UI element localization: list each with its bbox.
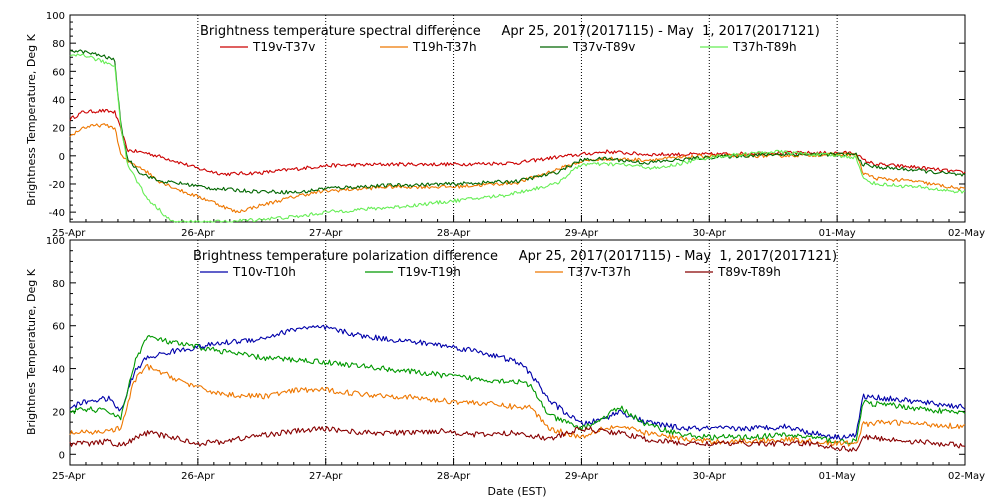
y-tick-label: 100 [46, 11, 65, 22]
legend-label: T37v-T37h [567, 265, 631, 279]
x-tick-label: 02-May [948, 228, 985, 239]
legend: T19v-T37v T19h-T37h T37v-T89v T37h-T89h [220, 40, 797, 54]
x-axis-ticks: 25-Apr 26-Apr 27-Apr 28-Apr 29-Apr 30-Apr 01-M… [52, 215, 985, 239]
y-tick-label: 80 [52, 39, 65, 50]
series-line-t10v-t10h [69, 324, 966, 441]
legend-label: T89v-T89h [717, 265, 781, 279]
x-tick-label: 02-May [948, 471, 985, 482]
y-tick-label: 80 [52, 279, 65, 290]
y-tick-label: 40 [52, 95, 65, 106]
chart-title: Brightness temperature spectral differen… [200, 24, 820, 39]
legend-label: T37v-T89v [572, 40, 635, 54]
y-axis-label: Brightness Temperature, Deg K [25, 33, 38, 205]
series-lines [69, 49, 966, 223]
y-tick-label: 0 [59, 450, 65, 461]
y-tick-label: 60 [52, 67, 65, 78]
series-lines [69, 324, 966, 453]
y-tick-label: 0 [59, 152, 65, 163]
x-tick-label: 30-Apr [693, 471, 727, 482]
y-axis-label: Brightnes Temperature, Deg K [25, 268, 38, 435]
y-tick-label: 20 [52, 124, 65, 135]
y-axis-ticks: 100 80 60 40 20 0 -20 -40 [46, 11, 965, 220]
legend-label: T37h-T89h [732, 40, 797, 54]
y-tick-label: -20 [49, 180, 65, 191]
y-tick-label: 40 [52, 365, 65, 376]
chart-title: Brightness temperature polarization diff… [193, 249, 837, 264]
y-tick-label: 60 [52, 322, 65, 333]
x-tick-label: 25-Apr [52, 471, 86, 482]
legend-label: T19v-T19h [397, 265, 461, 279]
x-tick-label: 28-Apr [437, 228, 471, 239]
x-tick-label: 26-Apr [181, 228, 215, 239]
series-line-t19v-t19h [69, 334, 966, 445]
y-tick-label: 100 [46, 236, 65, 247]
spectral-difference-panel: Brightness temperature spectral differen… [25, 11, 985, 239]
x-tick-label: 01-May [819, 471, 856, 482]
legend-label: T19v-T37v [252, 40, 315, 54]
x-tick-label: 28-Apr [437, 471, 471, 482]
series-line-t37v-t89v [69, 49, 966, 195]
y-tick-label: 20 [52, 407, 65, 418]
x-tick-label: 27-Apr [309, 228, 343, 239]
x-tick-label: 25-Apr [52, 228, 86, 239]
legend-label: T10v-T10h [232, 265, 296, 279]
x-axis-label: Date (EST) [487, 485, 546, 498]
series-line-t89v-t89h [69, 426, 966, 453]
series-line-t37h-t89h [69, 53, 966, 223]
x-tick-label: 27-Apr [309, 471, 343, 482]
x-tick-label: 26-Apr [181, 471, 215, 482]
x-tick-label: 01-May [819, 228, 856, 239]
x-tick-label: 30-Apr [693, 228, 727, 239]
legend-label: T19h-T37h [412, 40, 477, 54]
x-tick-label: 29-Apr [565, 228, 599, 239]
y-tick-label: -40 [49, 208, 65, 219]
polarization-difference-panel: Brightness temperature polarization diff… [25, 236, 985, 498]
x-axis-ticks: 25-Apr 26-Apr 27-Apr 28-Apr 29-Apr 30-Apr 01-M… [52, 458, 985, 482]
x-tick-label: 29-Apr [565, 471, 599, 482]
legend: T10v-T10h T19v-T19h T37v-T37h T89v-T89h [200, 265, 781, 279]
